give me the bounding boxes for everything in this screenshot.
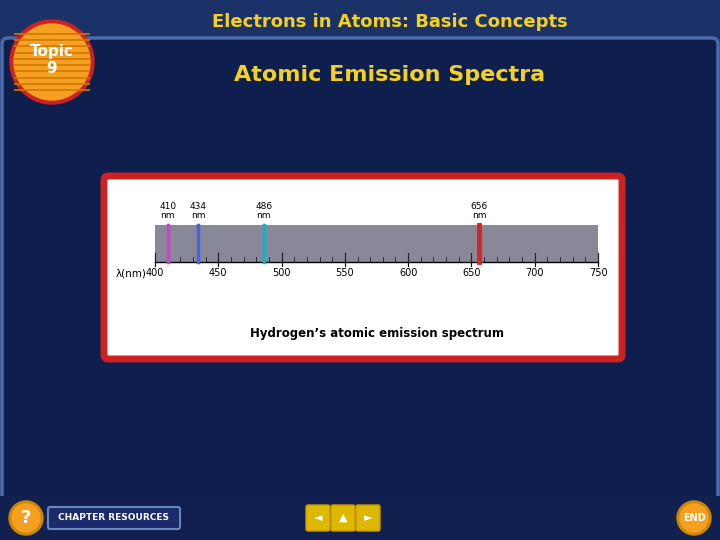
Text: Hydrogen’s atomic emission spectrum: Hydrogen’s atomic emission spectrum xyxy=(250,327,503,340)
Circle shape xyxy=(10,20,94,104)
Text: nm: nm xyxy=(472,211,486,220)
Bar xyxy=(155,225,598,262)
Text: 500: 500 xyxy=(272,268,291,278)
Circle shape xyxy=(677,501,711,535)
Text: ▲: ▲ xyxy=(338,513,347,523)
Text: 434: 434 xyxy=(189,202,207,211)
Text: Topic
9: Topic 9 xyxy=(30,44,74,76)
Text: 600: 600 xyxy=(399,268,418,278)
Circle shape xyxy=(12,504,40,532)
Text: 400: 400 xyxy=(146,268,164,278)
Text: 486: 486 xyxy=(256,202,272,211)
FancyBboxPatch shape xyxy=(2,38,718,504)
Text: nm: nm xyxy=(191,211,205,220)
Text: nm: nm xyxy=(256,211,271,220)
FancyBboxPatch shape xyxy=(331,505,355,531)
Circle shape xyxy=(680,504,708,532)
Text: ?: ? xyxy=(21,509,31,527)
FancyBboxPatch shape xyxy=(104,176,622,359)
Text: ►: ► xyxy=(364,513,372,523)
Text: 750: 750 xyxy=(589,268,607,278)
Text: Atomic Emission Spectra: Atomic Emission Spectra xyxy=(235,65,546,85)
Text: 450: 450 xyxy=(209,268,228,278)
Text: λ(nm): λ(nm) xyxy=(116,269,147,279)
Bar xyxy=(0,496,720,540)
Text: Electrons in Atoms: Basic Concepts: Electrons in Atoms: Basic Concepts xyxy=(212,13,568,31)
Text: CHAPTER RESOURCES: CHAPTER RESOURCES xyxy=(58,514,169,523)
FancyBboxPatch shape xyxy=(48,507,180,529)
Text: 650: 650 xyxy=(462,268,481,278)
FancyBboxPatch shape xyxy=(356,505,380,531)
Text: 656: 656 xyxy=(470,202,487,211)
Text: ◄: ◄ xyxy=(314,513,323,523)
Text: 410: 410 xyxy=(159,202,176,211)
FancyBboxPatch shape xyxy=(306,505,330,531)
Text: END: END xyxy=(683,513,706,523)
Circle shape xyxy=(14,24,90,100)
Text: nm: nm xyxy=(161,211,175,220)
Circle shape xyxy=(9,501,43,535)
Text: 700: 700 xyxy=(526,268,544,278)
Text: 550: 550 xyxy=(336,268,354,278)
